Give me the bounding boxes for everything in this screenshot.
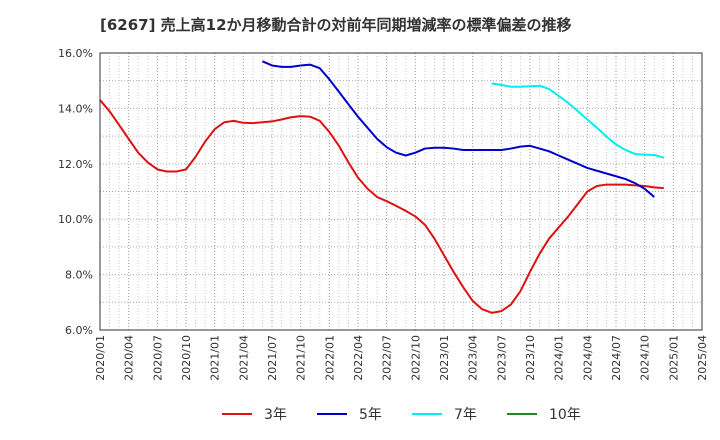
x-tick-label: 2024/04: [581, 335, 594, 381]
x-tick-label: 2020/01: [94, 335, 107, 381]
x-tick-label: 2025/04: [696, 335, 709, 381]
x-tick-label: 2023/10: [524, 335, 537, 381]
x-tick-label: 2021/04: [237, 335, 250, 381]
chart-title: [6267] 売上高12か月移動合計の対前年同期増減率の標準偏差の推移: [100, 16, 572, 34]
y-axis: 6.0% 8.0% 10.0% 12.0% 14.0% 16.0%: [58, 47, 93, 337]
x-tick-label: 2022/07: [381, 335, 394, 381]
grid-layer: [100, 53, 702, 330]
x-tick-label: 2022/04: [352, 335, 365, 381]
x-tick-label: 2024/07: [610, 335, 623, 381]
x-axis: 2020/01 2020/04 2020/07 2020/10 2021/01 2021/…: [94, 335, 709, 381]
legend-label-10年: 10年: [549, 407, 581, 423]
legend-label-5年: 5年: [359, 407, 382, 423]
x-tick-label: 2021/01: [209, 335, 222, 381]
x-tick-label: 2020/10: [180, 335, 193, 381]
series-line-3年: [99, 99, 664, 314]
x-tick-label: 2024/10: [639, 335, 652, 381]
legend-label-3年: 3年: [264, 407, 287, 423]
legend: 3年 5年 7年 10年: [222, 407, 581, 423]
y-tick-label: 8.0%: [65, 269, 93, 282]
x-tick-label: 2023/01: [438, 335, 451, 381]
series-layer: [99, 60, 665, 314]
x-tick-label: 2021/07: [266, 335, 279, 381]
x-tick-label: 2022/01: [323, 335, 336, 381]
x-tick-label: 2023/04: [467, 335, 480, 381]
x-tick-label: 2025/01: [667, 335, 680, 381]
y-tick-label: 12.0%: [58, 158, 93, 171]
legend-label-7年: 7年: [454, 407, 477, 423]
x-tick-label: 2024/01: [553, 335, 566, 381]
y-tick-label: 16.0%: [58, 47, 93, 60]
x-tick-label: 2020/07: [151, 335, 164, 381]
x-tick-label: 2020/04: [123, 335, 136, 381]
plot-frame: [99, 52, 703, 331]
y-tick-label: 6.0%: [65, 324, 93, 337]
y-tick-label: 10.0%: [58, 213, 93, 226]
series-line-7年: [491, 82, 665, 159]
x-tick-label: 2022/10: [409, 335, 422, 381]
series-line-5年: [262, 60, 655, 198]
x-tick-label: 2023/07: [495, 335, 508, 381]
x-tick-label: 2021/10: [295, 335, 308, 381]
y-tick-label: 14.0%: [58, 102, 93, 115]
